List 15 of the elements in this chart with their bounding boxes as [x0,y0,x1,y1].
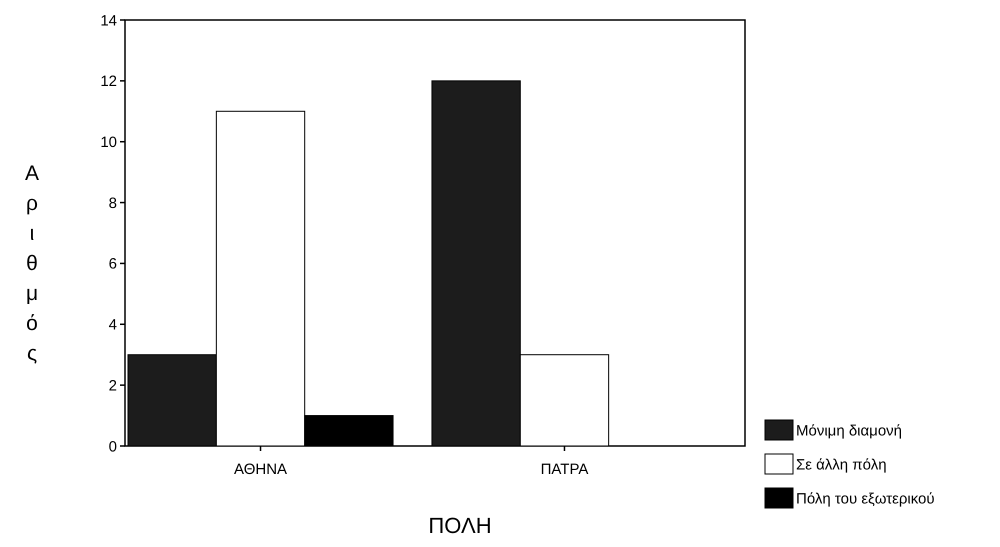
x-axis-title: ΠΟΛΗ [428,513,492,538]
x-tick-label: ΠΑΤΡΑ [540,461,588,478]
y-tick-label: 6 [108,256,117,273]
legend-label: Μόνιμη διαμονή [796,422,902,440]
y-axis-title: Αριθμός [24,162,40,365]
legend-label: Σε άλλη πόλη [796,456,887,474]
y-tick-label: 2 [108,377,117,394]
y-tick-label: 10 [100,134,117,151]
y-tick-label: 4 [108,316,117,334]
legend-label: Πόλη του εξωτερικού [796,490,935,508]
y-tick-label: 8 [108,194,117,212]
y-tick-label: 12 [100,73,117,90]
y-tick-label: 0 [108,438,117,456]
x-tick-label: ΑΘΗΝΑ [234,461,288,478]
y-tick-label: 14 [100,12,117,30]
